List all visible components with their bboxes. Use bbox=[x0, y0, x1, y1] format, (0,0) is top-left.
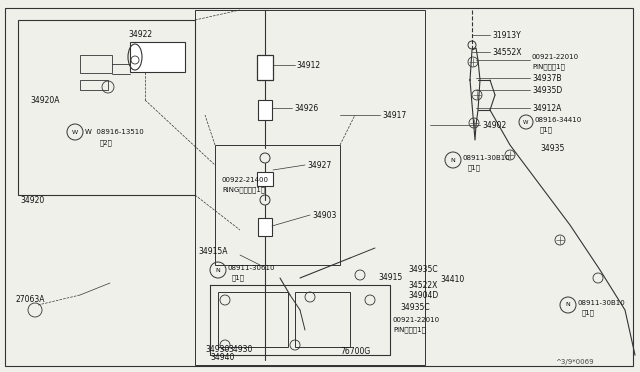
Text: 34552X: 34552X bbox=[492, 48, 522, 57]
Text: W: W bbox=[72, 129, 78, 135]
Text: 34917: 34917 bbox=[382, 110, 406, 119]
Text: 34940: 34940 bbox=[210, 353, 234, 362]
Text: ^3/9*0069: ^3/9*0069 bbox=[555, 359, 594, 365]
Text: 34912: 34912 bbox=[296, 61, 320, 70]
Bar bbox=[195, 10, 425, 365]
Bar bbox=[257, 172, 273, 186]
Text: （1）: （1） bbox=[468, 165, 481, 171]
Bar bbox=[258, 100, 272, 120]
Text: 34930: 34930 bbox=[228, 346, 252, 355]
Bar bbox=[295, 292, 350, 347]
Bar bbox=[80, 55, 112, 73]
Text: 34935C: 34935C bbox=[400, 304, 429, 312]
Text: 08911-30B10: 08911-30B10 bbox=[463, 155, 511, 161]
Bar bbox=[258, 218, 272, 236]
Text: 34920: 34920 bbox=[20, 196, 44, 205]
Text: 31913Y: 31913Y bbox=[492, 31, 521, 39]
Text: 76700G: 76700G bbox=[340, 347, 371, 356]
Text: 08911-30B10: 08911-30B10 bbox=[578, 300, 626, 306]
Text: 08916-34410: 08916-34410 bbox=[535, 117, 582, 123]
Bar bbox=[80, 80, 108, 90]
Text: 34915: 34915 bbox=[378, 273, 403, 282]
Text: N: N bbox=[566, 302, 570, 308]
Text: 34522X: 34522X bbox=[408, 280, 437, 289]
Text: N: N bbox=[451, 157, 456, 163]
Text: （1）: （1） bbox=[582, 310, 595, 316]
Bar bbox=[130, 42, 185, 72]
Text: 00922-21400: 00922-21400 bbox=[222, 177, 269, 183]
Text: N: N bbox=[216, 267, 220, 273]
Text: 34410: 34410 bbox=[440, 276, 464, 285]
Text: 34912A: 34912A bbox=[532, 103, 561, 112]
Bar bbox=[257, 55, 273, 80]
Text: 00921-22010: 00921-22010 bbox=[532, 54, 579, 60]
Text: PINピン（1）: PINピン（1） bbox=[532, 64, 565, 70]
Text: 34935: 34935 bbox=[540, 144, 564, 153]
Text: 08911-30610: 08911-30610 bbox=[228, 265, 275, 271]
Text: 34937B: 34937B bbox=[532, 74, 561, 83]
Text: 34935C: 34935C bbox=[408, 266, 438, 275]
Text: （1）: （1） bbox=[540, 127, 553, 133]
Text: W: W bbox=[524, 119, 529, 125]
Text: W  08916-13510: W 08916-13510 bbox=[85, 129, 144, 135]
Text: （1）: （1） bbox=[232, 275, 245, 281]
Text: 34902: 34902 bbox=[482, 121, 506, 129]
Bar bbox=[215, 145, 340, 265]
Text: 34904D: 34904D bbox=[408, 291, 438, 299]
Bar bbox=[218, 292, 288, 347]
Text: （2）: （2） bbox=[100, 140, 113, 146]
Text: 34935D: 34935D bbox=[532, 86, 563, 94]
Text: PINピン（1）: PINピン（1） bbox=[393, 327, 426, 333]
Text: 34920A: 34920A bbox=[30, 96, 60, 105]
Text: 34922: 34922 bbox=[128, 29, 152, 38]
Text: 34930: 34930 bbox=[205, 346, 229, 355]
Text: 34926: 34926 bbox=[294, 103, 318, 112]
Text: 34903: 34903 bbox=[312, 211, 337, 219]
Text: 27063A: 27063A bbox=[15, 295, 45, 305]
Text: 00921-22010: 00921-22010 bbox=[393, 317, 440, 323]
Text: 34915A: 34915A bbox=[198, 247, 227, 257]
Text: 34927: 34927 bbox=[307, 160, 332, 170]
Text: RINGリング（1）: RINGリング（1） bbox=[222, 187, 265, 193]
Bar bbox=[18, 20, 195, 195]
